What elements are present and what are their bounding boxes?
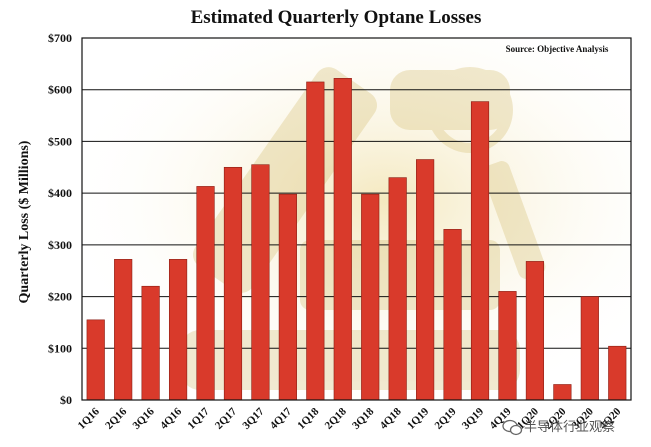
bar-1Q18	[306, 81, 325, 401]
bar-3Q17	[251, 164, 270, 401]
bar-2Q17	[223, 166, 243, 401]
bar-3Q18	[361, 193, 380, 401]
bar-3Q20	[580, 296, 599, 401]
y-tick-label: $600	[48, 83, 72, 97]
bar-2Q16	[114, 259, 133, 401]
x-tick-label: 4Q18	[378, 405, 405, 432]
x-tick-label: 1Q18	[295, 405, 322, 432]
x-tick-label: 2Q19	[432, 405, 459, 432]
bar-4Q19	[498, 291, 517, 401]
x-tick-label: 3Q17	[240, 405, 267, 432]
y-tick-labels: $0 $100 $200 $300 $400 $500 $600 $700	[48, 31, 72, 407]
x-tick-label: 2Q18	[323, 405, 350, 432]
x-tick-label: 4Q19	[487, 405, 514, 432]
y-tick-label: $700	[48, 31, 72, 45]
x-tick-label: 3Q19	[460, 405, 487, 432]
x-tick-label: 1Q17	[185, 405, 212, 432]
source-annotation: Source: Objective Analysis	[506, 44, 609, 54]
bar-1Q16	[86, 319, 105, 401]
x-tick-label: 2Q16	[103, 405, 130, 432]
decorative-background	[82, 38, 631, 400]
bar-2Q20	[553, 384, 572, 401]
y-tick-label: $0	[60, 393, 72, 407]
bar-1Q19	[416, 159, 435, 401]
wechat-bubble-icon	[502, 419, 523, 436]
axes	[81, 37, 632, 401]
bar-3Q19	[470, 101, 490, 401]
chart-title: Estimated Quarterly Optane Losses	[191, 7, 482, 28]
y-tick-label: $400	[48, 186, 72, 200]
bar-4Q20	[608, 345, 627, 401]
bar-3Q16	[141, 285, 160, 401]
x-tick-label: 4Q17	[268, 405, 295, 432]
bars	[86, 78, 627, 401]
x-tick-label: 2Q17	[213, 405, 240, 432]
y-tick-label: $300	[48, 238, 72, 252]
bar-1Q17	[196, 186, 215, 401]
bar-4Q18	[388, 177, 407, 401]
bar-2Q19	[443, 229, 462, 401]
bar-1Q20	[525, 261, 545, 401]
plot-frame	[81, 37, 632, 401]
bar-4Q16	[168, 259, 188, 401]
watermark: 半导体行业观察	[502, 419, 615, 436]
bar-4Q17	[278, 193, 297, 401]
bar-2Q18	[333, 78, 352, 401]
y-axis-label: Quarterly Loss ($ Millions)	[17, 140, 32, 303]
y-tick-label: $500	[48, 134, 72, 148]
x-tick-label: 1Q19	[405, 405, 432, 432]
y-tick-label: $100	[48, 341, 72, 355]
x-tick-label: 4Q16	[158, 405, 185, 432]
watermark-text: 半导体行业观察	[524, 420, 615, 435]
x-tick-label: 1Q16	[76, 405, 103, 432]
x-tick-label: 3Q16	[131, 405, 158, 432]
y-tick-label: $200	[48, 290, 72, 304]
x-tick-label: 3Q18	[350, 405, 377, 432]
